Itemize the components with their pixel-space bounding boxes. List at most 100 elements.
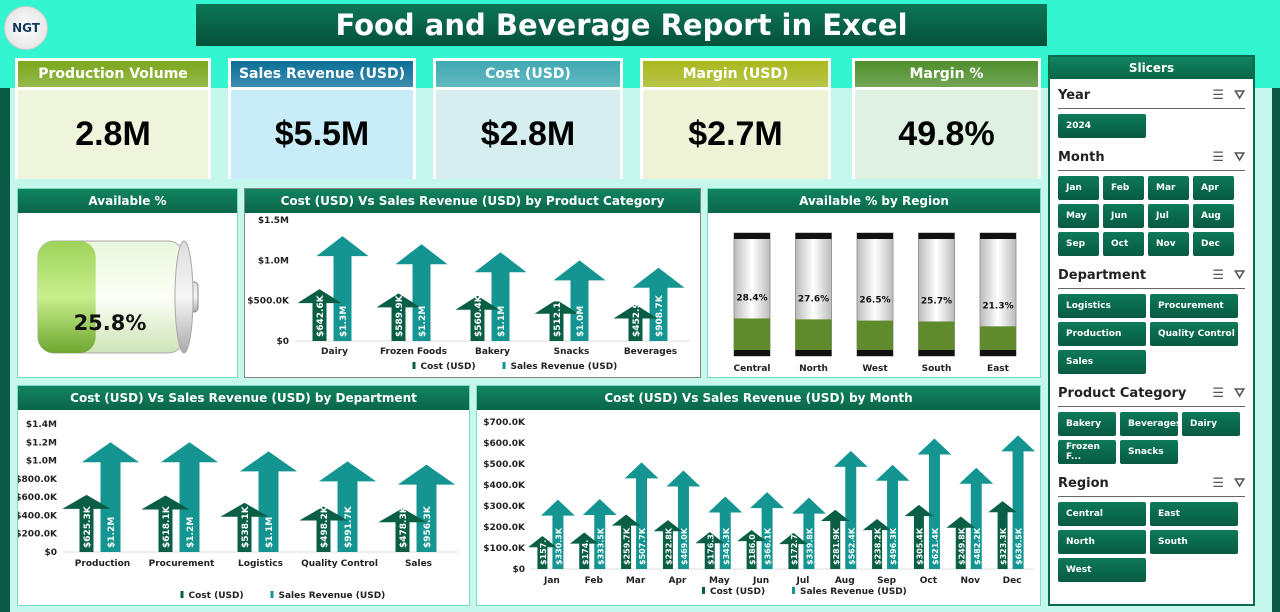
slicer-item[interactable]: Aug (1193, 204, 1234, 228)
slicer-heading: Product Category (1058, 386, 1187, 401)
revenue-arrow (792, 497, 826, 569)
slicer-item[interactable]: 2024 (1058, 114, 1146, 138)
x-tick-label: Logistics (238, 559, 283, 569)
multi-select-icon[interactable]: ☰ (1212, 268, 1225, 283)
kpi-card-1: Sales Revenue (USD) $5.5M (228, 58, 416, 179)
clear-filter-icon[interactable]: ⛛ (1234, 150, 1245, 165)
category-chart-panel[interactable]: Cost (USD) Vs Sales Revenue (USD) by Pro… (244, 188, 701, 378)
clear-filter-icon[interactable]: ⛛ (1234, 386, 1245, 401)
slicer-item[interactable]: Mar (1148, 176, 1189, 200)
cost-arrow (904, 504, 934, 569)
cost-arrow (988, 501, 1017, 569)
y-tick-label: $200.0K (483, 523, 526, 533)
available-panel: Available % 25.8% (17, 188, 238, 378)
clear-filter-icon[interactable]: ⛛ (1234, 88, 1245, 103)
x-tick-label: Beverages (624, 347, 677, 357)
x-tick-label: Sep (877, 576, 897, 586)
y-tick-label: $0 (276, 337, 289, 347)
slicer-item[interactable]: Dairy (1182, 412, 1240, 436)
revenue-arrow (959, 467, 994, 569)
multi-select-icon[interactable]: ☰ (1212, 150, 1225, 165)
data-label: $618.1K (162, 505, 172, 548)
x-tick-label: May (709, 576, 730, 586)
slicer-item[interactable]: Feb (1103, 176, 1144, 200)
data-label: $174. (581, 540, 590, 565)
slicer-item[interactable]: Nov (1148, 232, 1189, 256)
slicer-item[interactable]: Central (1058, 502, 1146, 526)
multi-select-icon[interactable]: ☰ (1212, 386, 1225, 401)
department-chart-title: Cost (USD) Vs Sales Revenue (USD) by Dep… (18, 386, 469, 410)
revenue-arrow (917, 438, 952, 569)
data-label: $1.1M (265, 517, 275, 548)
data-label: $157. (539, 540, 548, 565)
x-tick-label: Aug (835, 576, 855, 586)
legend-marker (412, 362, 416, 369)
slicer-item[interactable]: May (1058, 204, 1099, 228)
slicer-item[interactable]: Apr (1193, 176, 1234, 200)
multi-select-icon[interactable]: ☰ (1212, 88, 1225, 103)
slicer-item[interactable]: South (1150, 530, 1238, 554)
legend-label: Cost (USD) (421, 362, 476, 372)
region-chart-title: Available % by Region (708, 189, 1040, 213)
cost-arrow (695, 532, 725, 569)
revenue-arrow (875, 464, 910, 569)
data-label: $249.8K (957, 527, 966, 565)
data-label: 28.4% (736, 293, 767, 303)
slicer-item[interactable]: Beverages (1120, 412, 1181, 436)
cost-arrow (299, 506, 348, 552)
slicer-item[interactable]: Frozen F... (1058, 440, 1116, 464)
cost-arrow (378, 508, 427, 552)
x-tick-label: Procurement (149, 559, 215, 569)
data-label: $345.3K (722, 527, 731, 565)
y-tick-label: $1.0M (258, 256, 289, 266)
revenue-arrow (708, 496, 743, 569)
y-tick-label: $1.5M (258, 216, 289, 226)
cost-arrow (862, 518, 892, 569)
clear-filter-icon[interactable]: ⛛ (1234, 268, 1245, 283)
slicer-item[interactable]: Production (1058, 322, 1146, 346)
slicer-item[interactable]: North (1058, 530, 1146, 554)
slicer-item[interactable]: Jul (1148, 204, 1189, 228)
data-label: $496.3K (889, 527, 898, 565)
legend-marker (792, 587, 795, 594)
slicer-item[interactable]: Logistics (1058, 294, 1146, 318)
data-label: $560.4K (474, 294, 484, 337)
y-tick-label: $1.2M (26, 438, 57, 448)
clear-filter-icon[interactable]: ⛛ (1234, 476, 1245, 491)
data-label: $1.3M (339, 306, 349, 337)
data-label: $305.4K (915, 527, 924, 565)
slicer-item[interactable]: Jan (1058, 176, 1099, 200)
slicer-item[interactable]: Oct (1103, 232, 1144, 256)
slicer-item[interactable]: Snacks (1120, 440, 1178, 464)
x-tick-label: Central (733, 364, 770, 374)
x-tick-label: Bakery (475, 347, 510, 357)
data-label: $1.2M (107, 517, 117, 548)
slicer-item[interactable]: Quality Control (1150, 322, 1238, 346)
x-tick-label: South (922, 364, 952, 374)
legend-label: Sales Revenue (USD) (800, 587, 907, 597)
slicer-item[interactable]: Procurement (1150, 294, 1238, 318)
multi-select-icon[interactable]: ☰ (1212, 476, 1225, 491)
data-label: $1.2M (418, 306, 428, 337)
data-label: $1.2M (186, 517, 196, 548)
data-label: $512.1K (553, 294, 563, 337)
kpi-label: Sales Revenue (USD) (231, 61, 413, 87)
data-label: $478.3K (399, 505, 409, 548)
cost-arrow (455, 295, 500, 341)
slicer-month: Month ☰ ⛛ Jan Feb Mar Apr May Jun Jul Aug Sep Oct Nov… (1050, 145, 1253, 259)
revenue-arrow (474, 252, 527, 341)
slicer-heading: Month (1058, 150, 1105, 165)
slicer-item[interactable]: Jun (1103, 204, 1144, 228)
slicer-item[interactable]: West (1058, 558, 1146, 582)
x-tick-label: Oct (920, 576, 938, 586)
slicer-item[interactable]: East (1150, 502, 1238, 526)
slicer-item[interactable]: Dec (1193, 232, 1234, 256)
slicer-item[interactable]: Bakery (1058, 412, 1116, 436)
slicer-item[interactable]: Sales (1058, 350, 1146, 374)
data-label: $589.9K (395, 294, 405, 337)
data-label: $366.1K (764, 527, 773, 565)
data-label: $621.4K (931, 527, 940, 565)
data-label: 21.3% (982, 301, 1013, 311)
slicer-item[interactable]: Sep (1058, 232, 1099, 256)
data-label: $538.1K (241, 505, 251, 548)
